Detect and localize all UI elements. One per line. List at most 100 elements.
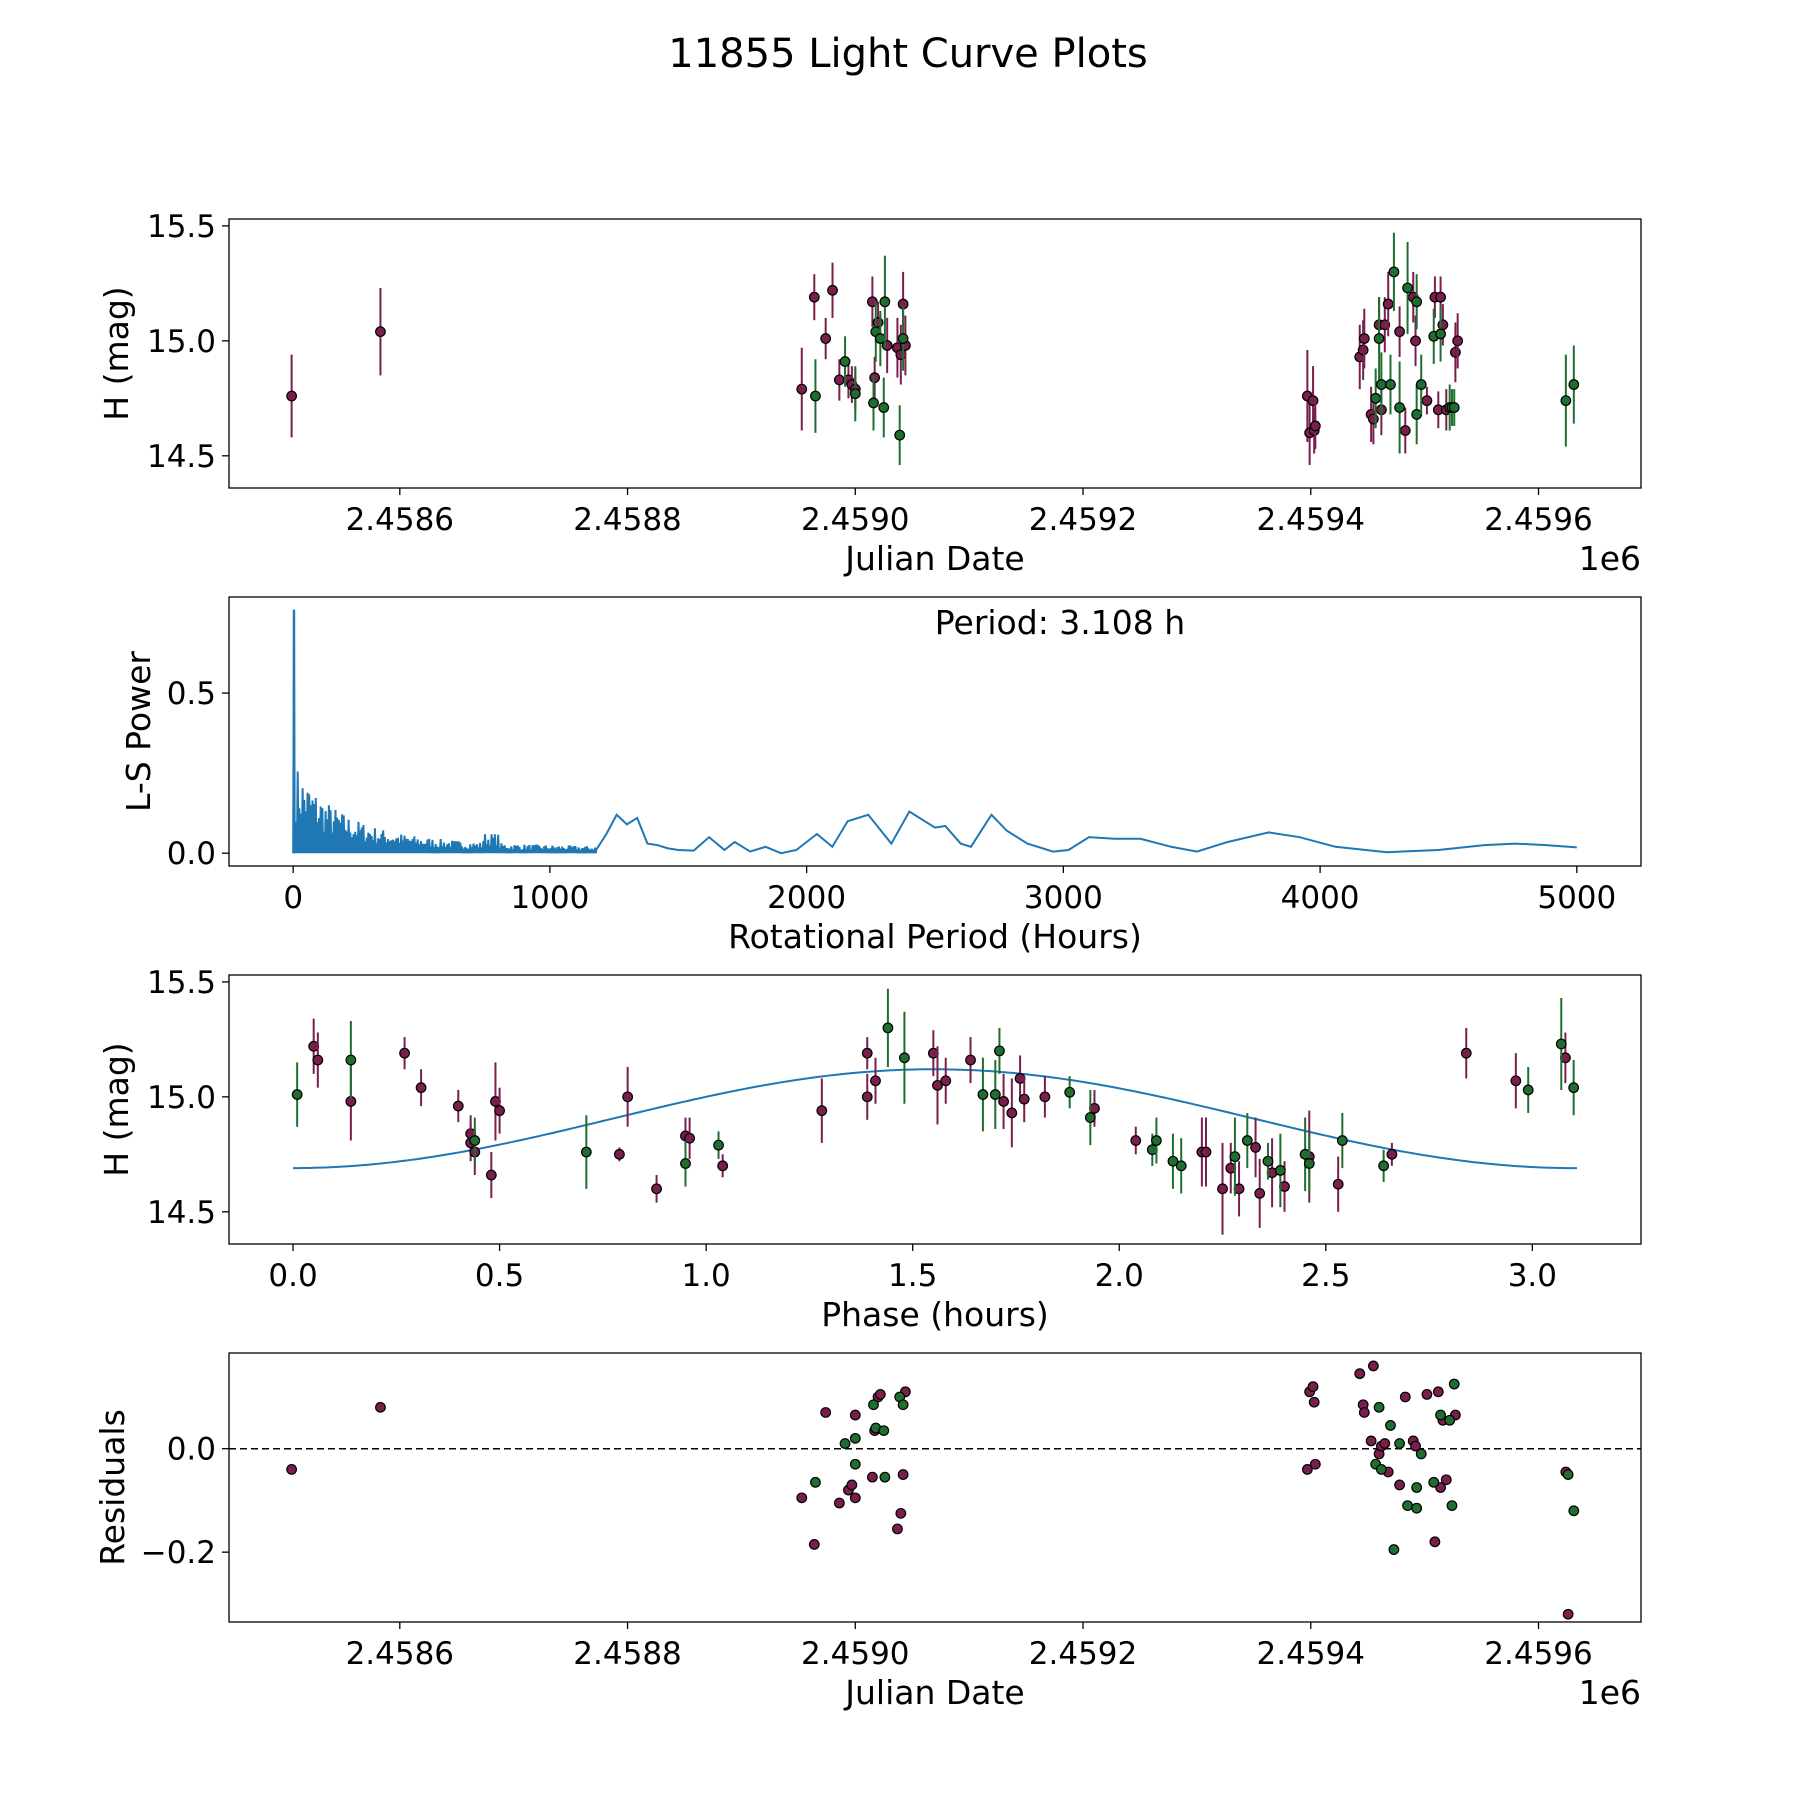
residuals-data-point (849, 1458, 861, 1470)
phase-folded-data-point (861, 1091, 873, 1103)
phase-folded-data-point (1510, 1075, 1522, 1087)
phase-folded-data-point (1018, 1093, 1030, 1105)
phase-folded-data-point (998, 1096, 1009, 1107)
residuals-data-point (1354, 1368, 1366, 1380)
periodogram-xtick-label: 5000 (1537, 880, 1616, 916)
residuals-ytick-label: 0.0 (167, 1432, 216, 1468)
light-curve-data-point (1448, 402, 1460, 413)
phase-folded-data-point (312, 1054, 324, 1066)
light-curve-data-point (1388, 266, 1400, 278)
light-curve-data-point (1435, 291, 1446, 303)
phase-folded-data-point (940, 1075, 952, 1087)
light-curve-data-point (1402, 282, 1413, 294)
residuals-data-point (808, 1539, 820, 1550)
periodogram-ylabel: L-S Power (119, 651, 158, 812)
residuals-data-point (820, 1407, 832, 1418)
light-curve-data-point (810, 390, 821, 402)
phase-folded-axes-frame (228, 974, 1642, 1245)
phase-folded-data-point (899, 1052, 910, 1064)
light-curve-data-point (1415, 379, 1427, 390)
light-curve-ytick-label: 15.0 (147, 324, 216, 360)
light-curve-data-point (1421, 395, 1433, 407)
phase-folded-data-point (1274, 1165, 1286, 1176)
residuals-data-point (1402, 1500, 1413, 1512)
residuals-data-point (833, 1497, 845, 1509)
periodogram-axes-frame (228, 596, 1642, 867)
residuals-data-point (1428, 1476, 1440, 1488)
phase-fit-curve (293, 1068, 1577, 1170)
phase-folded-data-point (1262, 1155, 1274, 1167)
residuals-data-point (1358, 1407, 1370, 1418)
residuals-data-point (810, 1476, 821, 1488)
residuals-data-point (874, 1388, 886, 1400)
phase-folded-data-point (932, 1079, 943, 1091)
phase-folded-data-point (1175, 1160, 1187, 1172)
phase-folded-data-point (1568, 1082, 1580, 1094)
light-curve-data-point (1449, 346, 1461, 358)
light-curve-data-point (869, 372, 881, 384)
phase-folded-data-point (580, 1146, 592, 1158)
periodogram-ytick-label: 0.0 (167, 836, 216, 872)
periodogram-xlabel: Rotational Period (Hours) (728, 917, 1142, 956)
residuals-data-point (866, 1471, 878, 1483)
phase-folded-data-point (1229, 1151, 1241, 1163)
phase-folded-xtick-label: 1.0 (681, 1258, 730, 1294)
light-curve-data-point (796, 383, 808, 395)
phase-folded-data-point (1460, 1047, 1472, 1059)
residuals-data-point (1411, 1482, 1423, 1493)
light-curve-data-point (1560, 395, 1572, 407)
residuals-data-point (1379, 1438, 1391, 1449)
phase-folded-data-point (1378, 1160, 1390, 1172)
residuals-data-point (1411, 1502, 1423, 1514)
residuals-xtick-label: 2.4588 (573, 1636, 681, 1672)
plot-panels: 2.4586 2.4588 2.4590 2.4592 2.4594 2.4596 14.5… (93, 209, 1642, 1712)
residuals-data-point (1446, 1500, 1458, 1512)
light-curve-axes-frame (228, 218, 1642, 489)
light-curve-data-point (820, 333, 832, 344)
light-curve-data-point (1375, 379, 1387, 390)
residuals-data-point (1385, 1420, 1396, 1431)
residuals-xtick-label: 2.4592 (1029, 1636, 1137, 1672)
phase-folded-data-point (977, 1089, 989, 1100)
periodogram-xtick-label: 1000 (510, 880, 589, 916)
residuals-data-point (1415, 1448, 1427, 1460)
residuals-data-point (849, 1432, 861, 1444)
phase-folded-ytick-label: 15.5 (147, 965, 216, 1001)
residuals-data-point (1448, 1378, 1460, 1390)
residuals-data-point (375, 1401, 386, 1413)
residuals-offset-label: 1e6 (1579, 1673, 1641, 1712)
residuals-data-point (1394, 1479, 1405, 1491)
phase-folded-data-point (1522, 1084, 1534, 1096)
phase-folded-data-point (1254, 1188, 1266, 1199)
light-curve-ytick-label: 14.5 (147, 439, 216, 475)
phase-folded-data-point (861, 1047, 873, 1059)
light-curve-data-point (1370, 392, 1382, 404)
phase-folded-data-point (713, 1139, 724, 1151)
periodogram-panel: 0 1000 2000 3000 4000 5000 0.0 0.5 Rotational Pe… (119, 596, 1642, 956)
phase-folded-data-point (680, 1158, 691, 1169)
phase-folded-data-point (1064, 1086, 1076, 1098)
light-curve-xtick-label: 2.4590 (801, 502, 909, 538)
light-curve-data-point (1568, 379, 1580, 390)
residuals-data-point (1308, 1396, 1320, 1408)
light-curve-ytick-label: 15.5 (147, 209, 216, 245)
residuals-data-point (868, 1399, 879, 1411)
light-curve-data-point (808, 291, 820, 303)
residuals-data-point (849, 1492, 861, 1504)
light-curve-data-point (1411, 409, 1423, 420)
phase-folded-data-point (469, 1135, 481, 1146)
light-curve-data-point (1394, 326, 1405, 338)
phase-folded-xtick-label: 1.5 (888, 1258, 937, 1294)
residuals-data-point (796, 1492, 808, 1504)
residuals-data-point (1444, 1414, 1456, 1426)
periodogram-xtick-label: 3000 (1024, 880, 1103, 916)
light-curve-data-point (839, 356, 851, 367)
phase-folded-panel: 0.0 0.5 1.0 1.5 2.0 2.5 3.0 14.5 15.0 15.5 Phase (… (97, 965, 1642, 1334)
phase-folded-ytick-label: 14.5 (147, 1195, 216, 1231)
periodogram-xtick-label: 4000 (1281, 880, 1360, 916)
light-curve-xtick-label: 2.4594 (1257, 502, 1365, 538)
light-curve-data-point (1373, 333, 1385, 344)
light-curve-data-point (375, 326, 386, 338)
residuals-data-point (1399, 1391, 1411, 1403)
